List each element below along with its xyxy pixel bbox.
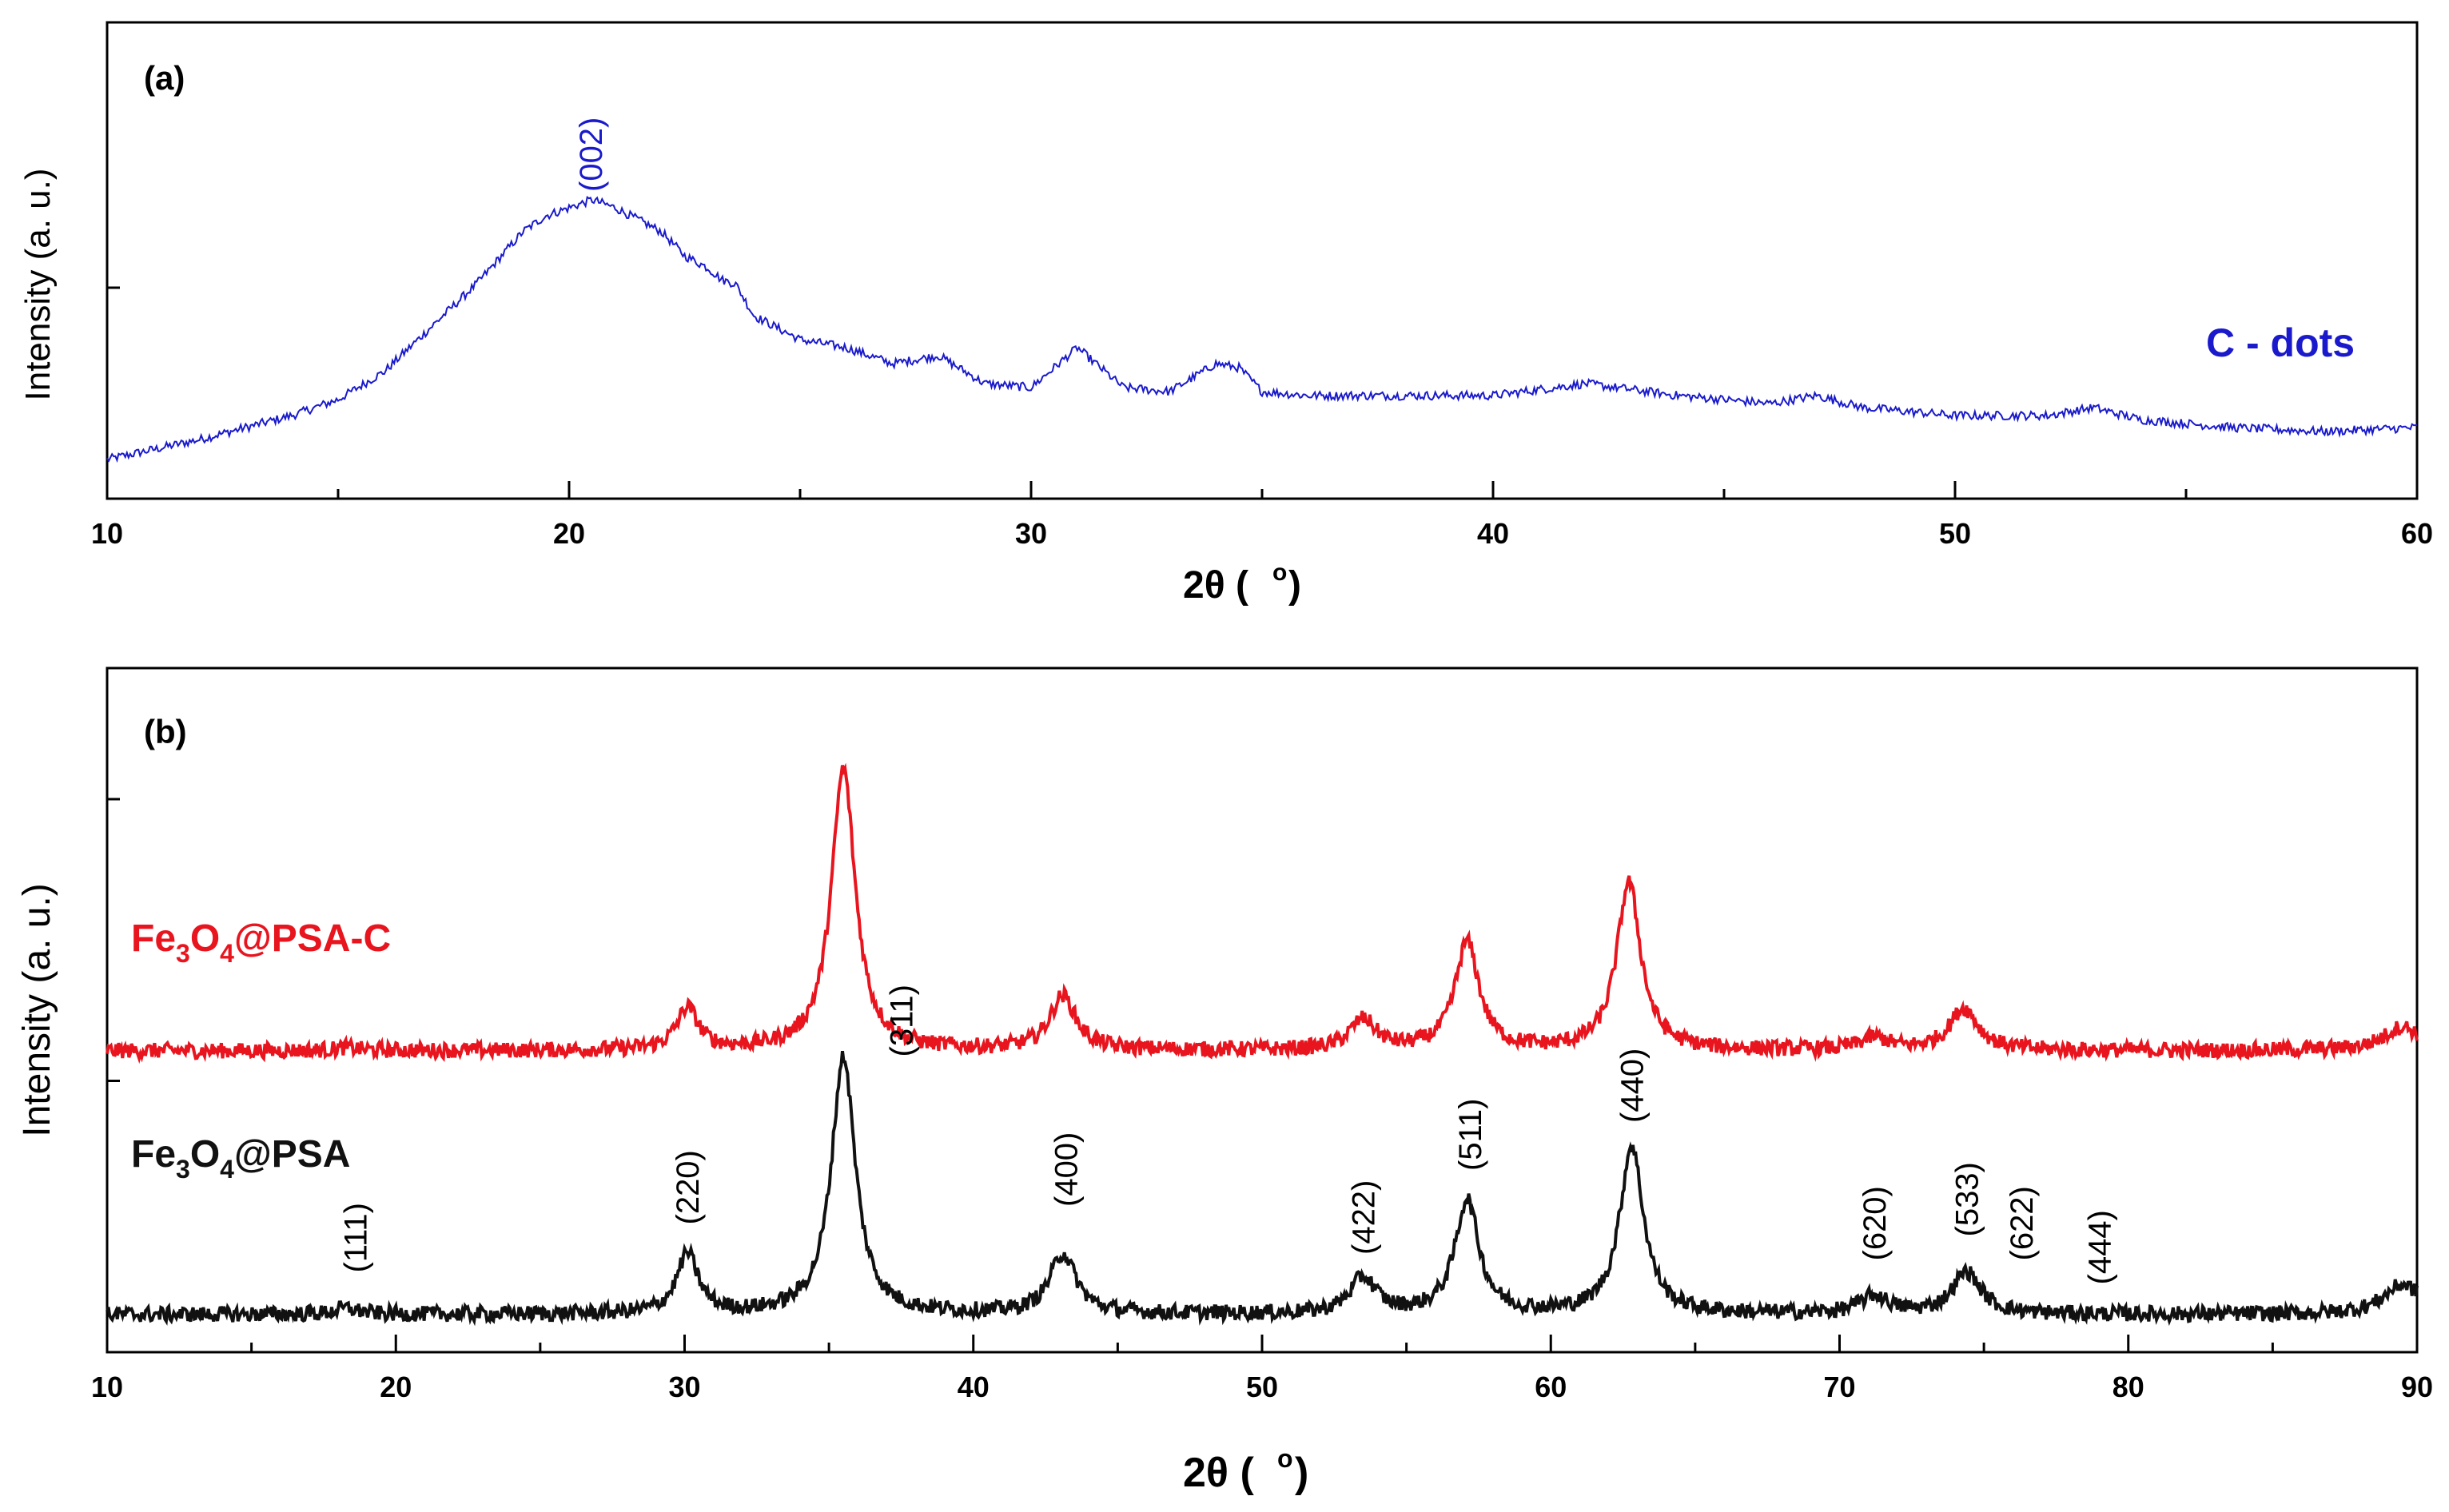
panel-a-series (106, 195, 2418, 464)
panel-a-xlabel: 2θ ( o ) (1183, 559, 1301, 607)
peak-label: (444) (2083, 1210, 2118, 1284)
panel-a-xtick-label: 20 (553, 517, 585, 550)
panel-b-label: (b) (144, 713, 187, 750)
panel-a-xtick-label: 50 (1939, 517, 1971, 550)
svg-text:o: o (1272, 559, 1287, 586)
panel-b-xtick-label: 70 (1823, 1371, 1855, 1403)
peak-label: (400) (1049, 1132, 1084, 1207)
panel-b-xtick-label: 50 (1246, 1371, 1278, 1403)
peak-label: (440) (1615, 1048, 1650, 1123)
panel-b-frame (106, 666, 2419, 1354)
panel-a-axis: 10 20 30 40 50 60 (91, 286, 2433, 550)
peak-label: (620) (1858, 1186, 1893, 1260)
panel-b-axis: 10 20 30 40 50 60 70 80 90 (91, 798, 2433, 1403)
peak-label: (002) (574, 117, 609, 192)
panel-a-xtick-label: 30 (1015, 517, 1047, 550)
panel-b-xtick-label: 90 (2401, 1371, 2433, 1403)
series-fe3o4-psa-c (106, 762, 2419, 1064)
panel-a-ylabel: Intensity (a. u.) (18, 168, 58, 400)
panel-b-annotations: (111) (220) (311) (400) (422) (511) (440) (620)… (339, 985, 2118, 1284)
panel-b-xtick-label: 40 (958, 1371, 990, 1403)
svg-text:): ) (1295, 1450, 1308, 1496)
panel-a-label: (a) (144, 59, 185, 97)
panel-b-xtick-label: 10 (91, 1371, 123, 1403)
panel-b-xtick-label: 80 (2113, 1371, 2144, 1403)
panel-b-xlabel: 2θ ( o ) (1183, 1444, 1308, 1496)
legend-fe3o4-psa: Fe3O4@PSA (131, 1133, 350, 1184)
peak-label: (622) (2005, 1186, 2040, 1260)
peak-label: (111) (339, 1203, 374, 1272)
peak-label: (511) (1453, 1099, 1488, 1171)
svg-text:2θ (: 2θ ( (1183, 564, 1248, 607)
panel-a-frame (106, 21, 2419, 500)
panel-b-xtick-label: 60 (1535, 1371, 1567, 1403)
peak-label: (220) (671, 1150, 706, 1224)
panel-b-xtick-label: 30 (668, 1371, 700, 1403)
panel-a-annotations: (002) (574, 117, 609, 192)
panel-a-xtick-label: 60 (2401, 517, 2433, 550)
peak-label: (311) (884, 985, 919, 1056)
panel-a: (a) Intensity (a. u.) 2θ ( o ) C - dots … (18, 21, 2433, 607)
panel-a-xtick-label: 40 (1477, 517, 1509, 550)
panel-b: (b) Intensity (a. u.) 2θ ( o ) Fe3O4@PSA… (16, 666, 2433, 1496)
panel-b-series (106, 762, 2419, 1327)
peak-label: (533) (1949, 1162, 1985, 1236)
series-fe3o4-psa (106, 1050, 2419, 1327)
panel-b-xtick-label: 20 (380, 1371, 412, 1403)
peak-label: (422) (1346, 1180, 1381, 1255)
svg-text:2θ (: 2θ ( (1183, 1450, 1254, 1496)
svg-text:o: o (1277, 1444, 1293, 1473)
legend-fe3o4-psa-c: Fe3O4@PSA-C (131, 917, 391, 968)
svg-text:): ) (1288, 564, 1301, 607)
series-c-dots (106, 195, 2418, 464)
panel-b-ylabel: Intensity (a. u.) (16, 883, 58, 1136)
panel-a-legend: C - dots (2206, 320, 2355, 365)
panel-a-xtick-label: 10 (91, 517, 123, 550)
